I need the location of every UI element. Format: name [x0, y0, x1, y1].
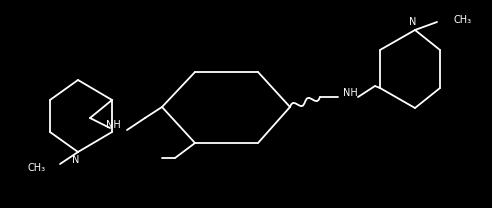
Text: NH: NH — [343, 88, 358, 98]
Text: N: N — [409, 17, 417, 27]
Text: CH₃: CH₃ — [453, 15, 471, 25]
Text: N: N — [72, 155, 80, 165]
Text: NH: NH — [106, 120, 121, 130]
Text: CH₃: CH₃ — [28, 163, 46, 173]
